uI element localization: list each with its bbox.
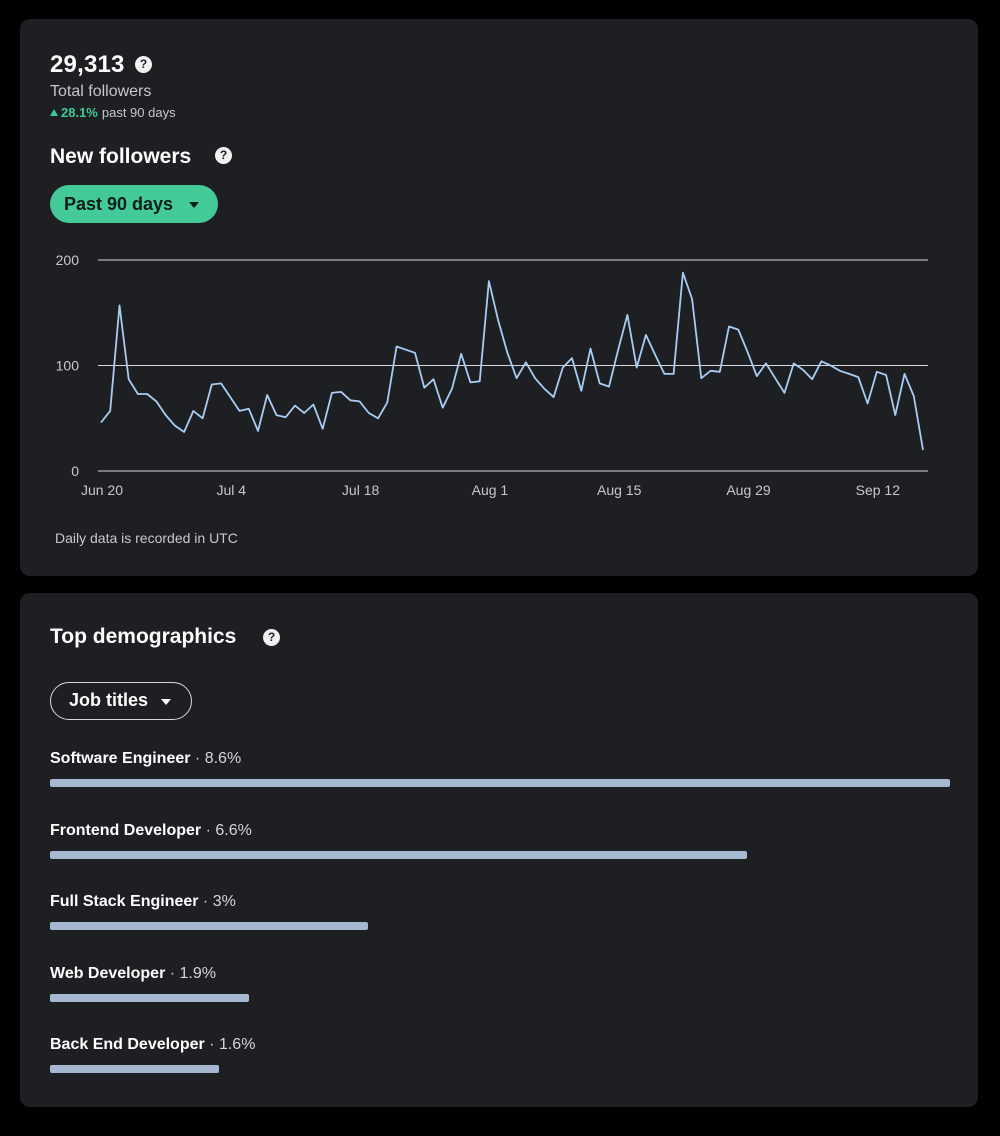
x-tick-label: Jun 20 (81, 482, 123, 498)
demographic-label: Software Engineer · 8.6% (50, 750, 950, 768)
demographic-row: Web Developer · 1.9% (50, 965, 950, 1002)
y-tick-label: 100 (56, 358, 80, 374)
x-tick-label: Jul 18 (342, 482, 380, 498)
y-tick-label: 200 (56, 252, 80, 268)
series-line (100, 271, 924, 451)
demographic-bar (50, 850, 747, 859)
demographic-bar-track (50, 850, 950, 859)
demographic-row: Back End Developer · 1.6% (50, 1036, 950, 1073)
help-icon[interactable]: ? (263, 629, 280, 646)
job-percent: · 8.6% (190, 750, 242, 767)
demographic-filter-label: Job titles (69, 690, 149, 710)
x-tick-label: Sep 12 (856, 482, 901, 498)
demographics-card: Top demographics ? Job titles Software E… (20, 593, 978, 1107)
demographic-bar-track (50, 993, 950, 1002)
top-demographics-title: Top demographics (50, 625, 237, 648)
growth-percent: 28.1% (61, 105, 98, 120)
growth-indicator: 28.1% past 90 days (50, 105, 176, 120)
date-range-label: Past 90 days (64, 194, 174, 214)
job-title: Software Engineer (50, 750, 191, 767)
help-icon[interactable]: ? (135, 56, 152, 73)
chart-footnote: Daily data is recorded in UTC (55, 530, 238, 546)
chevron-down-icon (189, 202, 199, 208)
demographic-bar (50, 922, 368, 930)
y-tick-label: 0 (71, 463, 79, 479)
x-tick-label: Aug 15 (597, 482, 642, 498)
demographic-filter-dropdown[interactable]: Job titles (50, 682, 192, 720)
help-icon[interactable]: ? (215, 147, 232, 164)
job-title: Back End Developer (50, 1036, 205, 1053)
demographic-bar-track (50, 779, 950, 787)
demographic-label: Frontend Developer · 6.6% (50, 822, 950, 840)
demographic-bar (50, 993, 249, 1002)
job-percent: · 1.6% (204, 1036, 256, 1053)
job-percent: · 3% (198, 893, 236, 910)
demographic-label: Full Stack Engineer · 3% (50, 893, 950, 911)
date-range-dropdown[interactable]: Past 90 days (50, 185, 218, 223)
trend-up-icon (50, 109, 58, 116)
demographic-bar (50, 779, 950, 787)
new-followers-chart: 0 100 200 Jun 20 Jul 4 Jul 18 Aug 1 Aug 15 Aug 2… (56, 252, 928, 498)
job-percent: · 1.9% (165, 964, 216, 982)
x-tick-label: Aug 29 (726, 482, 771, 498)
demographic-row: Frontend Developer · 6.6% (50, 822, 950, 859)
chevron-down-icon (161, 699, 171, 705)
demographic-row: Software Engineer · 8.6% (50, 750, 950, 787)
job-title: Frontend Developer (50, 821, 202, 839)
demographic-bar-track (50, 922, 950, 930)
x-tick-label: Jul 4 (217, 482, 247, 498)
job-title: Full Stack Engineer (50, 893, 199, 910)
new-followers-title: New followers (50, 145, 192, 168)
demographic-bar-track (50, 1065, 950, 1073)
demographic-label: Back End Developer · 1.6% (50, 1036, 950, 1054)
demographic-row: Full Stack Engineer · 3% (50, 893, 950, 930)
total-followers-count: 29,313 (50, 51, 125, 78)
x-tick-label: Aug 1 (472, 482, 509, 498)
followers-card: 29,313 ? Total followers 28.1% past 90 da… (20, 19, 978, 576)
job-percent: · 6.6% (201, 821, 252, 839)
total-followers-label: Total followers (50, 83, 152, 100)
growth-period: past 90 days (101, 105, 176, 120)
job-title: Web Developer (50, 964, 166, 982)
demographic-bar (50, 1065, 220, 1073)
demographic-label: Web Developer · 1.9% (50, 965, 950, 983)
